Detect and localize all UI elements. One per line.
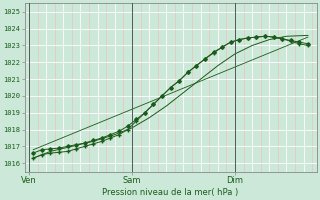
X-axis label: Pression niveau de la mer( hPa ): Pression niveau de la mer( hPa ) (102, 188, 239, 197)
